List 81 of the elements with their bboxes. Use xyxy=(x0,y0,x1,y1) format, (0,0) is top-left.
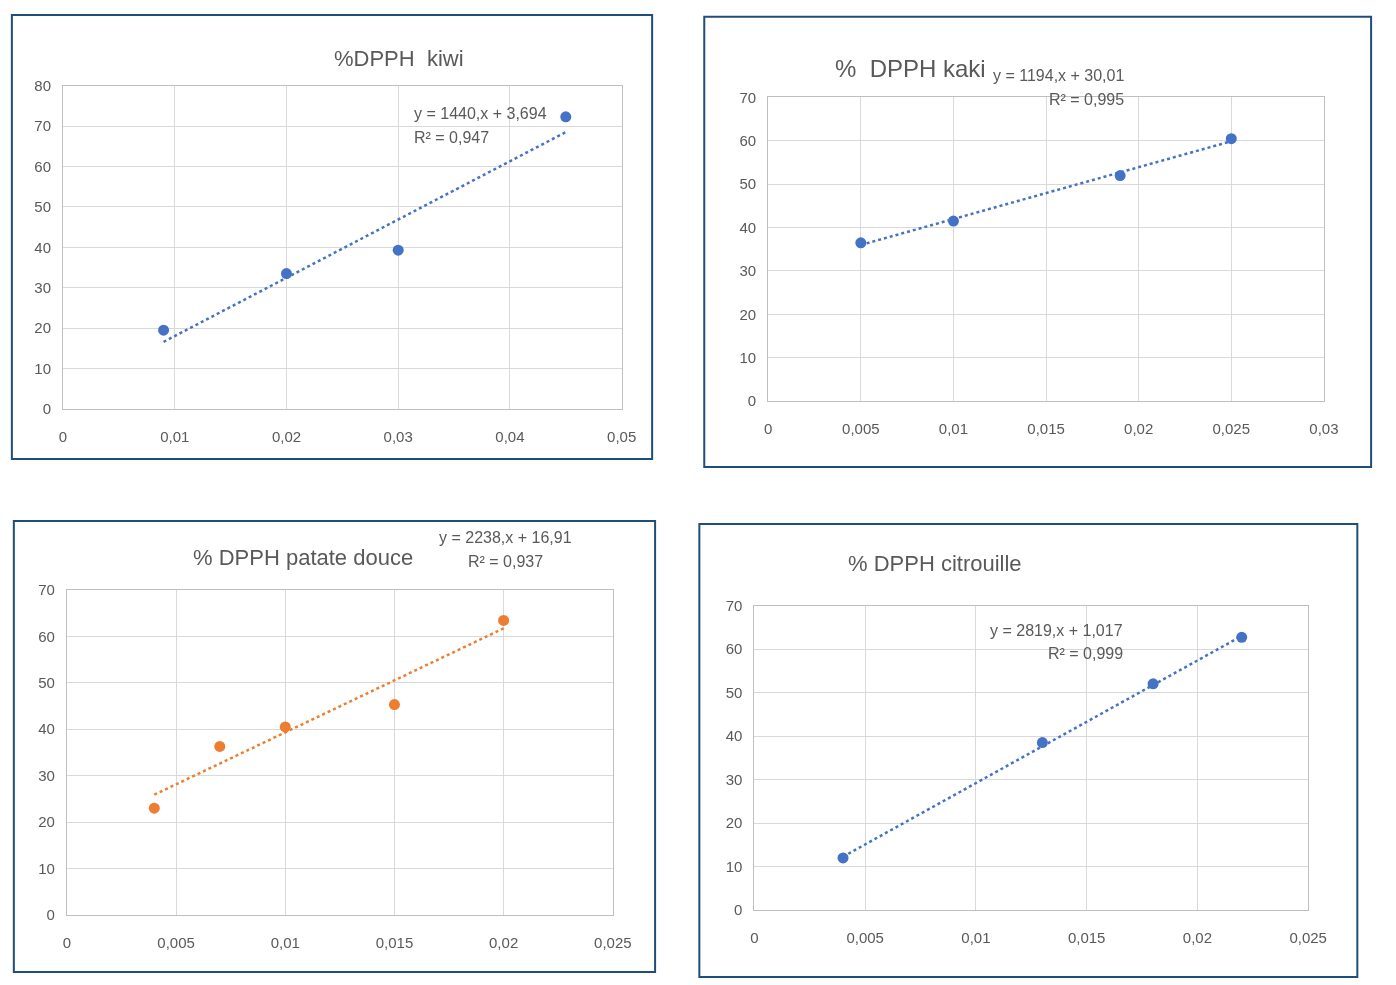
x-tick-label: 0,015 xyxy=(375,934,414,952)
y-tick-label: 50 xyxy=(38,673,55,691)
y-tick-label: 70 xyxy=(739,88,757,106)
y-tick-label: 60 xyxy=(739,132,757,150)
y-tick-label: 30 xyxy=(38,766,55,784)
x-tick-label: 0,02 xyxy=(1182,929,1213,947)
annotation: R² = 0,995 xyxy=(1049,91,1125,108)
y-tick-label: 60 xyxy=(34,157,52,175)
y-tick-label: 40 xyxy=(725,727,743,745)
x-tick-label: 0 xyxy=(58,427,68,445)
x-tick-label: 0,02 xyxy=(1124,420,1154,438)
point xyxy=(158,324,170,336)
y-tick-label: 70 xyxy=(34,117,52,135)
annotation: R² = 0,947 xyxy=(414,129,490,146)
y-tick-label: 60 xyxy=(38,627,55,645)
x-tick-label: 0,01 xyxy=(160,427,190,445)
x-tick-label: 0,015 xyxy=(1027,420,1065,438)
y-tick-label: 70 xyxy=(725,596,743,614)
point xyxy=(148,802,160,814)
y-tick-label: 70 xyxy=(38,581,55,599)
x-tick-label: 0,04 xyxy=(495,427,525,445)
y-tick-label: 30 xyxy=(739,262,757,280)
y-tick-label: 10 xyxy=(38,859,55,877)
point xyxy=(1036,737,1048,749)
y-tick-label: 40 xyxy=(38,720,55,738)
x-tick-label: 0 xyxy=(764,420,773,438)
x-tick-label: 0,005 xyxy=(842,420,880,438)
x-tick-label: 0,005 xyxy=(157,934,195,952)
x-tick-label: 0,02 xyxy=(271,427,302,445)
y-tick-label: 0 xyxy=(734,901,743,919)
text: y = 1194,x + 30,01 xyxy=(993,67,1125,84)
point xyxy=(214,740,226,752)
y-tick-label: 30 xyxy=(34,278,52,296)
point xyxy=(392,244,404,256)
y-tick-label: 30 xyxy=(725,770,743,788)
y-tick-label: 0 xyxy=(42,400,52,418)
point xyxy=(279,721,291,733)
chart-title: % DPPH citrouille xyxy=(848,551,1022,576)
x-tick-label: 0,005 xyxy=(846,929,884,947)
y-tick-label: 20 xyxy=(725,814,743,832)
y-tick-label: 50 xyxy=(739,175,757,193)
y-tick-label: 60 xyxy=(725,640,743,658)
y-tick-label: 10 xyxy=(725,857,743,875)
text: y = 2238,x + 16,91 xyxy=(439,529,572,546)
x-tick-label: 0,03 xyxy=(383,427,413,445)
y-tick-label: 80 xyxy=(34,76,52,94)
y-tick-label: 0 xyxy=(747,392,757,410)
chart-title: % DPPH patate douce xyxy=(193,545,414,570)
y-tick-label: 40 xyxy=(739,218,757,236)
x-tick-label: 0,01 xyxy=(961,929,991,947)
point xyxy=(1225,133,1237,145)
point xyxy=(280,268,292,280)
point xyxy=(388,699,400,711)
text: R² = 0,937 xyxy=(468,553,544,570)
x-tick-label: 0,015 xyxy=(1067,929,1106,947)
x-tick-label: 0,01 xyxy=(270,934,300,952)
x-tick-label: 0,025 xyxy=(1212,420,1251,438)
y-tick-label: 50 xyxy=(34,198,52,216)
annotation: R² = 0,999 xyxy=(1048,645,1124,662)
y-tick-label: 20 xyxy=(34,319,52,337)
chart-title: %DPPH kiwi xyxy=(334,46,464,71)
y-tick-label: 20 xyxy=(739,305,757,323)
y-tick-label: 40 xyxy=(34,238,52,256)
x-tick-label: 0,025 xyxy=(1289,929,1327,947)
x-tick-label: 0,025 xyxy=(594,934,632,952)
x-tick-label: 0,01 xyxy=(938,420,969,438)
x-tick-label: 0,05 xyxy=(607,427,637,445)
y-tick-label: 0 xyxy=(46,906,55,924)
annotation: y = 2819,x + 1,017 xyxy=(990,622,1123,639)
x-tick-label: 0 xyxy=(62,934,72,952)
point xyxy=(560,111,572,123)
x-tick-label: 0,03 xyxy=(1309,420,1339,438)
annotation: y = 1440,x + 3,694 xyxy=(414,105,547,122)
point xyxy=(498,614,510,626)
chart-title: % DPPH kaki xyxy=(835,55,986,82)
y-tick-label: 10 xyxy=(739,348,757,366)
y-tick-label: 20 xyxy=(38,813,55,831)
point xyxy=(1236,631,1248,643)
y-tick-label: 10 xyxy=(34,359,52,377)
y-tick-label: 50 xyxy=(725,683,743,701)
x-tick-label: 0,02 xyxy=(489,934,519,952)
